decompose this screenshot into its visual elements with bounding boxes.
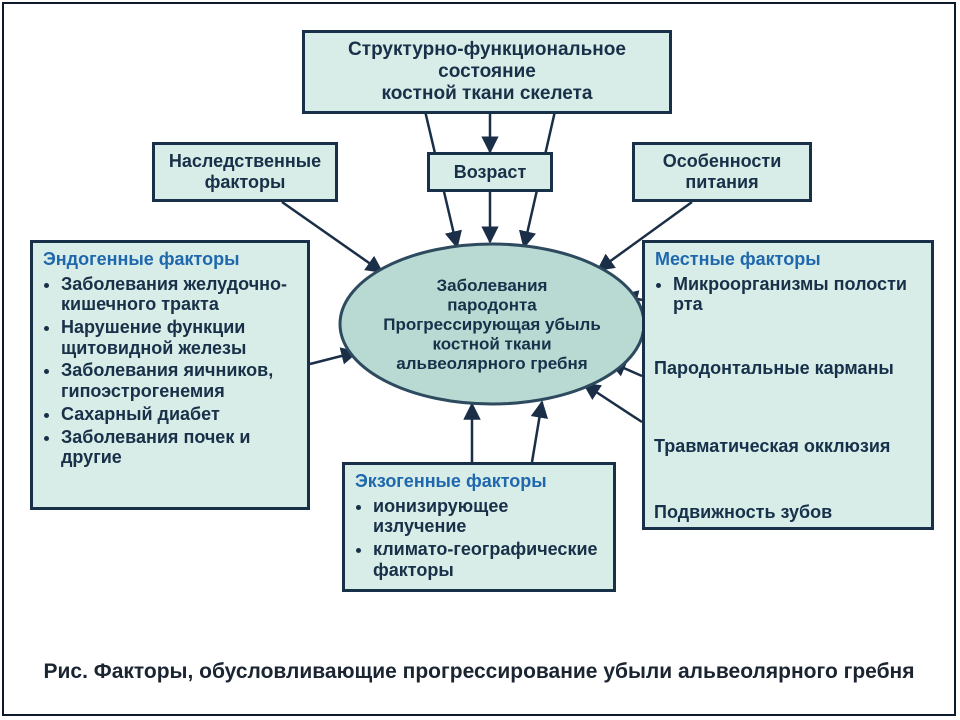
local-flow-item: Травматическая окклюзия [654,436,922,457]
svg-text:пародонта: пародонта [447,295,537,314]
svg-text:альвеолярного гребня: альвеолярного гребня [396,354,587,373]
box-age: Возраст [427,152,553,192]
svg-text:костной ткани: костной ткани [432,335,551,354]
svg-text:Прогрессирующая убыль: Прогрессирующая убыль [383,315,601,334]
box-nutrition: Особенностипитания [632,142,812,202]
box-local: Местные факторыМикроорганизмы полости рт… [642,240,934,530]
figure-caption: Рис. Факторы, обусловливающие прогрессир… [12,660,946,684]
box-heredity: Наследственныефакторы [152,142,338,202]
local-flow-item: Подвижность зубов [654,502,922,523]
box-endogenous: Эндогенные факторыЗаболевания желудочно-… [30,240,310,510]
svg-text:Заболевания: Заболевания [437,276,548,295]
box-structural-state: Структурно-функциональное состояниекостн… [302,30,672,114]
box-exogenous: Экзогенные факторыионизирующее излучение… [342,462,616,592]
diagram-root: ЗаболеванияпародонтаПрогрессирующая убыл… [0,0,960,720]
stage: ЗаболеванияпародонтаПрогрессирующая убыл… [12,12,946,706]
local-flow-item: Пародонтальные карманы [654,358,922,379]
